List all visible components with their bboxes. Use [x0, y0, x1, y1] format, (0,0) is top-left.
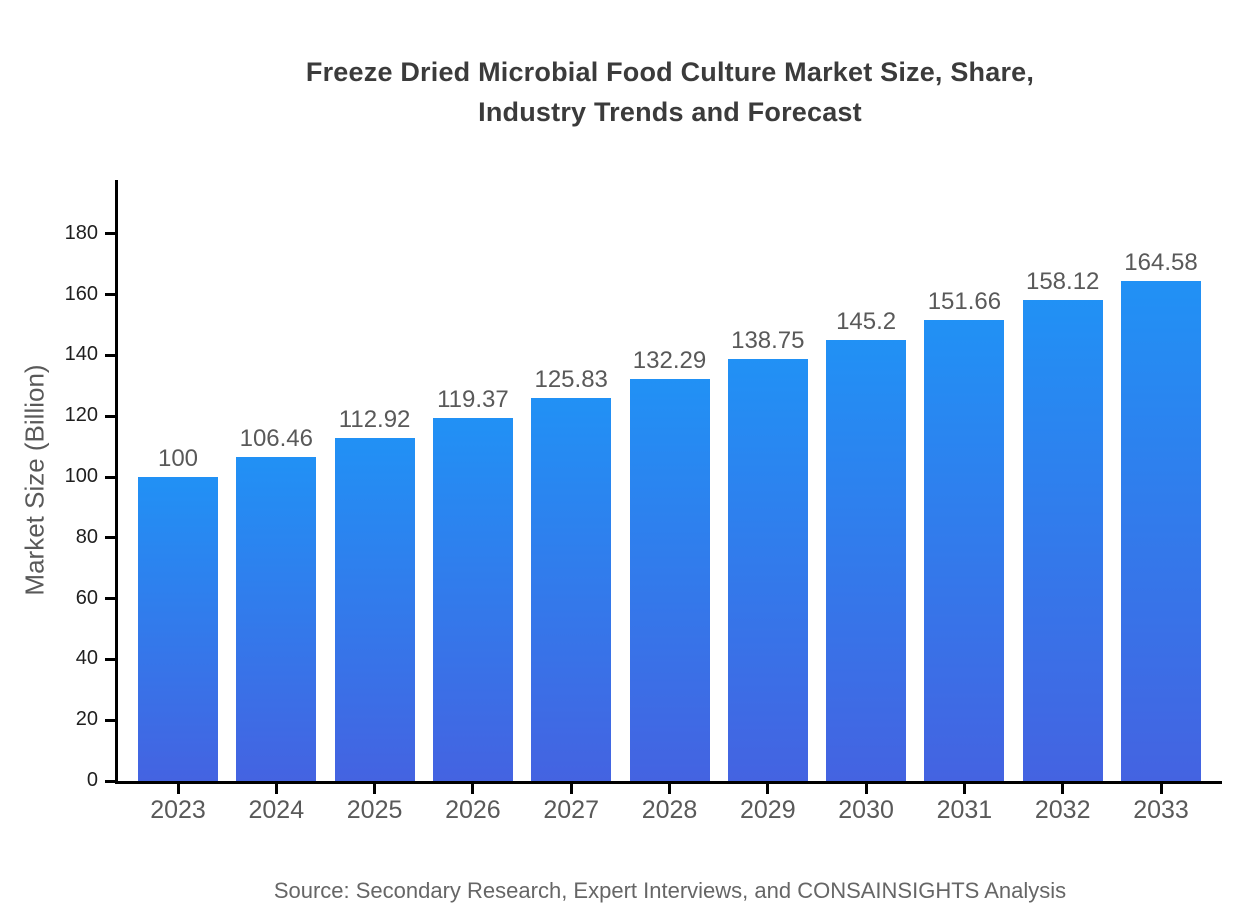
chart-title-line2: Industry Trends and Forecast [478, 97, 862, 127]
y-tick-mark [105, 475, 115, 479]
x-tick-mark [668, 784, 671, 794]
x-tick-label: 2030 [838, 796, 894, 824]
y-tick-label: 100 [64, 465, 98, 487]
bar-2025 [334, 437, 415, 781]
x-tick-label: 2026 [445, 796, 501, 824]
x-tick-mark [962, 784, 966, 794]
y-tick-label: 180 [64, 221, 98, 244]
bar-value-label: 119.37 [437, 386, 509, 414]
x-tick-mark [766, 784, 770, 794]
y-tick-label: 160 [64, 282, 98, 305]
x-tick-label: 2033 [1133, 796, 1189, 824]
x-tick-mark [1159, 784, 1163, 794]
y-tick-label: 0 [86, 769, 98, 791]
bar-value-label: 145.2 [836, 307, 897, 335]
plot-area: 0 20 40 60 80 100 120 140 160 180 100 2023 106.46 202… [65, 180, 1222, 824]
y-tick-mark [105, 293, 115, 297]
bar-2027 [531, 398, 612, 781]
x-tick-label: 2025 [346, 796, 403, 824]
y-tick-mark [105, 779, 115, 783]
bar-value-label: 138.75 [731, 327, 805, 355]
y-tick-mark [105, 597, 115, 601]
x-tick-mark [471, 784, 475, 794]
bar-value-label: 100 [157, 445, 199, 472]
y-tick-mark [105, 718, 115, 722]
y-tick-label: 120 [64, 404, 98, 427]
bar-2033 [1121, 280, 1201, 781]
x-tick-mark [274, 784, 278, 794]
bar-2024 [236, 457, 317, 781]
x-tick-label: 2024 [248, 796, 305, 824]
x-tick-label: 2032 [1034, 796, 1091, 824]
x-tick-mark [569, 784, 573, 794]
bar-2029 [727, 359, 808, 781]
y-tick-mark [105, 414, 115, 418]
x-tick-mark [373, 784, 377, 794]
bar-value-label: 132.29 [632, 346, 707, 374]
x-tick-label: 2029 [739, 796, 796, 824]
x-tick-label: 2027 [543, 796, 599, 824]
bar-2032 [1022, 300, 1103, 781]
chart-title-line1: Freeze Dried Microbial Food Culture Mark… [305, 57, 1035, 87]
y-tick-label: 40 [75, 647, 98, 670]
bar-2028 [629, 378, 710, 781]
x-tick-label: 2023 [150, 796, 206, 824]
x-axis-line [115, 781, 1222, 784]
y-tick-label: 80 [75, 525, 98, 548]
y-tick-label: 20 [75, 708, 98, 731]
bar-2031 [924, 319, 1005, 781]
y-tick-mark [105, 657, 115, 661]
y-tick-mark [105, 232, 115, 236]
y-tick-mark [105, 353, 115, 357]
x-tick-mark [176, 784, 180, 794]
y-tick-label: 140 [64, 343, 98, 366]
bar-value-label: 125.83 [534, 366, 608, 394]
bar-value-label: 158.12 [1025, 268, 1100, 296]
bar-2030 [826, 339, 907, 781]
y-axis-line [115, 180, 118, 784]
bar-value-label: 164.58 [1124, 248, 1198, 276]
chart-title: Freeze Dried Microbial Food Culture Mark… [90, 52, 1250, 132]
y-tick-label: 60 [75, 586, 98, 609]
bar-value-label: 106.46 [239, 425, 313, 453]
bar-2023 [138, 477, 218, 781]
x-tick-label: 2028 [641, 796, 698, 824]
source-note: Source: Secondary Research, Expert Inter… [273, 878, 1067, 903]
bar-value-label: 151.66 [927, 287, 1002, 315]
x-tick-mark [864, 784, 868, 794]
bar-value-label: 112.92 [338, 405, 411, 433]
bar-2026 [432, 418, 513, 781]
x-tick-mark [1061, 784, 1065, 794]
y-tick-mark [105, 536, 115, 540]
x-tick-label: 2031 [936, 796, 993, 824]
